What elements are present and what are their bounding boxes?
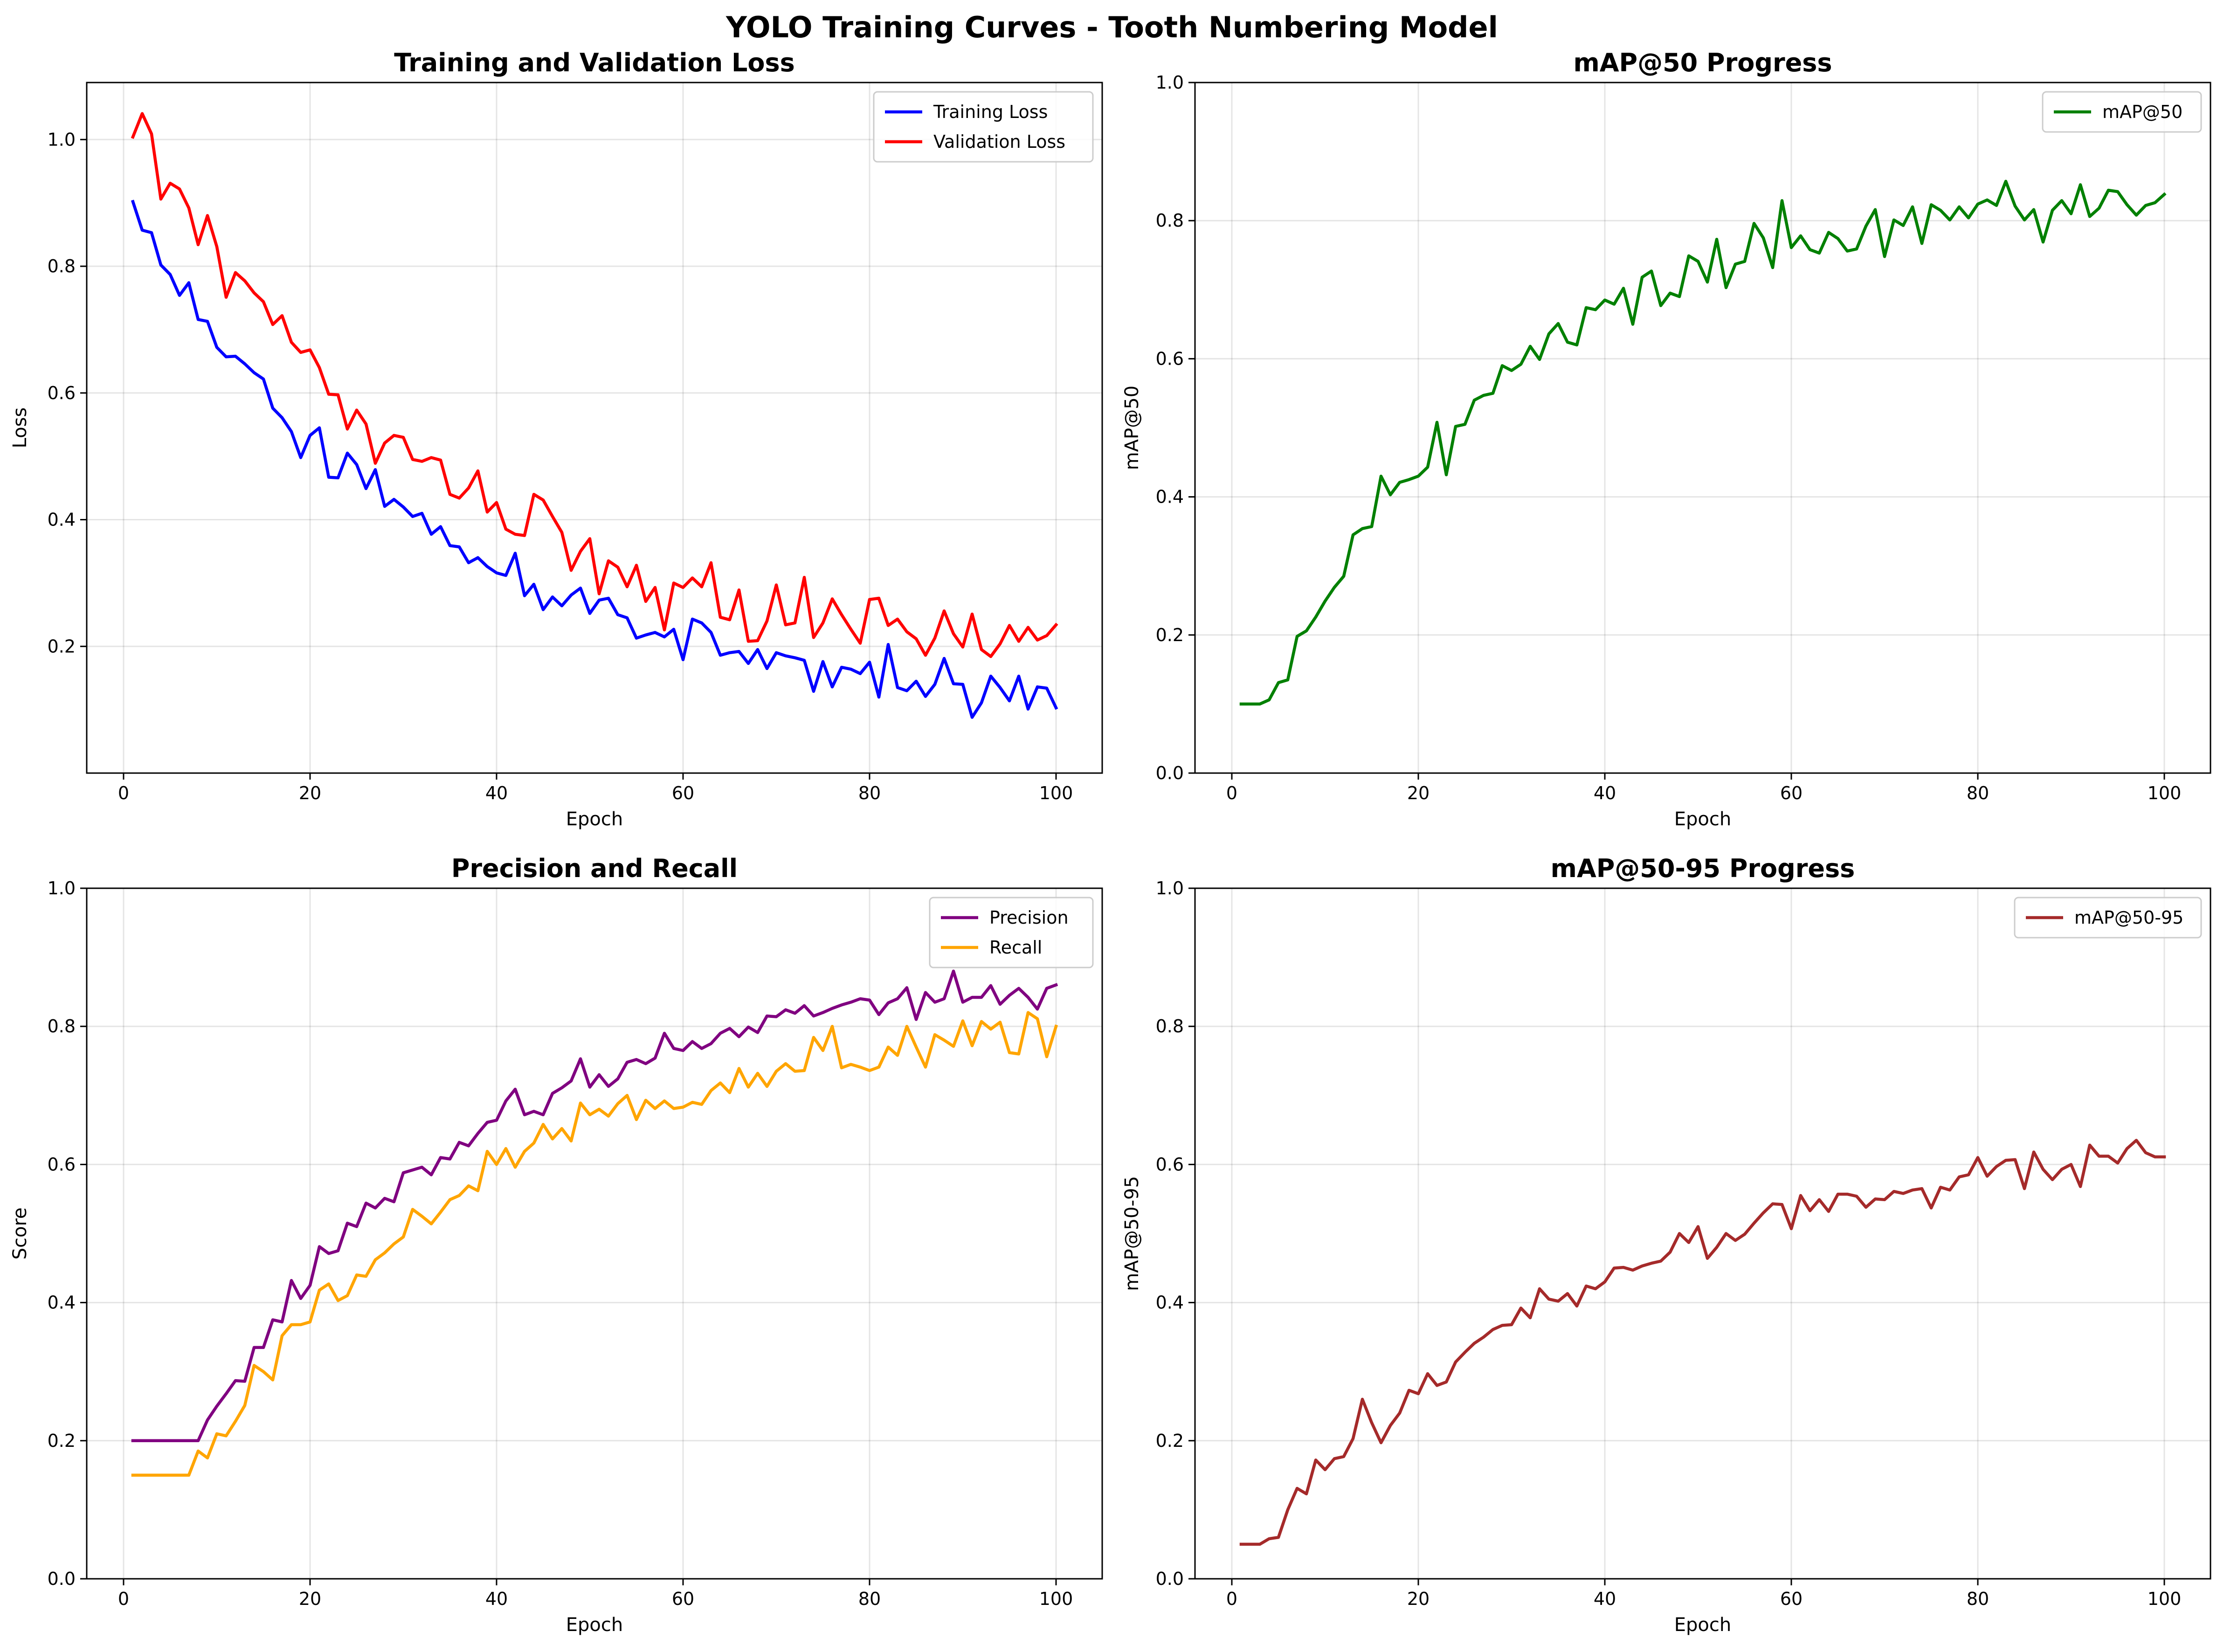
legend: mAP@50-95	[2014, 897, 2202, 939]
y-tick-label: 1.0	[1156, 72, 1184, 93]
y-tick-label: 0.0	[48, 1569, 76, 1589]
y-tick-label: 1.0	[1156, 878, 1184, 899]
y-axis-label: Score	[9, 1207, 31, 1259]
legend-label: mAP@50-95	[2074, 907, 2183, 928]
series-line-2	[131, 112, 1058, 658]
x-tick-label: 0	[118, 1589, 129, 1609]
x-tick-label: 0	[1226, 783, 1237, 803]
legend-label: Precision	[989, 907, 1069, 928]
map50-95-panel: 0 20 40 60 80 100 0.0 0.2 0.4 0.6 0.8 1.0 mAP@50-95 …	[1121, 854, 2211, 1636]
series-line-1	[131, 969, 1058, 1443]
legend-box	[2014, 897, 2202, 939]
y-axis-label: mAP@50-95	[1121, 1176, 1143, 1291]
y-tick-label: 0.8	[1156, 1016, 1184, 1037]
y-tick-label: 0.2	[48, 636, 76, 657]
y-axis-label: Loss	[9, 408, 31, 449]
plot-frame	[86, 887, 1103, 1580]
figure-title: YOLO Training Curves - Tooth Numbering M…	[725, 10, 1498, 44]
y-tick-label: 0.4	[1156, 487, 1184, 507]
x-tick-label: 100	[2148, 1589, 2182, 1609]
x-tick-label: 40	[1594, 1589, 1616, 1609]
series-line-1	[1239, 1139, 2166, 1546]
panel-title: Training and Validation Loss	[394, 48, 795, 77]
legend-box	[929, 897, 1094, 968]
y-tick-label: 0.6	[48, 383, 76, 403]
series-line-1	[131, 200, 1058, 719]
legend-box	[873, 91, 1094, 163]
y-tick-label: 1.0	[48, 878, 76, 899]
x-tick-label: 100	[2148, 783, 2182, 803]
x-axis-label: Epoch	[1674, 809, 1731, 830]
y-tick-label: 0.2	[1156, 625, 1184, 645]
legend: Training Loss Validation Loss	[873, 91, 1094, 163]
legend-label: Training Loss	[933, 102, 1048, 122]
x-tick-label: 100	[1039, 783, 1073, 803]
x-tick-label: 20	[1407, 783, 1430, 803]
y-tick-label: 1.0	[48, 129, 76, 150]
y-tick-label: 0.8	[1156, 210, 1184, 231]
series-line-1	[1239, 180, 2167, 706]
legend-box	[2042, 91, 2202, 133]
y-tick-label: 0.0	[1156, 763, 1184, 783]
x-tick-label: 80	[858, 783, 881, 803]
x-tick-label: 20	[299, 1589, 321, 1609]
x-tick-label: 60	[1780, 1589, 1803, 1609]
x-tick-label: 40	[1594, 783, 1616, 803]
y-tick-label: 0.6	[48, 1154, 76, 1175]
plot-frame	[1194, 82, 2211, 774]
plot-frame	[1194, 887, 2211, 1580]
x-tick-label: 20	[299, 783, 321, 803]
x-axis-label: Epoch	[1674, 1614, 1731, 1636]
precision-recall-panel: 0 20 40 60 80 100 0.0 0.2 0.4 0.6 0.8 1.0 Precision …	[9, 854, 1103, 1636]
chart-panels: 0 20 40 60 80 100 0.2 0.4 0.6 0.8 1.0 Training and …	[9, 48, 2211, 1636]
x-tick-label: 80	[858, 1589, 881, 1609]
y-tick-label: 0.8	[48, 256, 76, 276]
x-tick-label: 20	[1407, 1589, 1430, 1609]
x-tick-label: 100	[1039, 1589, 1073, 1609]
x-tick-label: 60	[1780, 783, 1803, 803]
panel-title: mAP@50 Progress	[1573, 48, 1832, 77]
x-axis-label: Epoch	[566, 809, 623, 830]
y-tick-label: 0.6	[1156, 348, 1184, 369]
y-tick-label: 0.8	[48, 1016, 76, 1037]
x-axis-label: Epoch	[566, 1614, 623, 1636]
x-tick-label: 80	[1967, 783, 1989, 803]
y-tick-label: 0.0	[1156, 1569, 1184, 1589]
x-tick-label: 40	[485, 1589, 508, 1609]
x-tick-label: 0	[1226, 1589, 1237, 1609]
y-tick-label: 0.4	[48, 1293, 76, 1313]
y-axis-label: mAP@50	[1121, 386, 1143, 470]
x-tick-label: 80	[1967, 1589, 1989, 1609]
y-tick-label: 0.4	[48, 510, 76, 530]
plot-frame	[86, 82, 1103, 774]
y-tick-label: 0.4	[1156, 1293, 1184, 1313]
panel-title: mAP@50-95 Progress	[1551, 854, 1855, 883]
loss-panel: 0 20 40 60 80 100 0.2 0.4 0.6 0.8 1.0 Training and …	[9, 48, 1103, 830]
y-tick-label: 0.6	[1156, 1154, 1184, 1175]
legend-label: Recall	[989, 937, 1042, 958]
x-tick-label: 60	[672, 1589, 694, 1609]
map50-panel: 0 20 40 60 80 100 0.0 0.2 0.4 0.6 0.8 1.0 mAP@50 Pro…	[1121, 48, 2211, 830]
y-tick-label: 0.2	[1156, 1431, 1184, 1451]
x-tick-label: 60	[672, 783, 694, 803]
y-tick-label: 0.2	[48, 1431, 76, 1451]
legend-label: Validation Loss	[933, 131, 1065, 152]
legend: mAP@50	[2042, 91, 2202, 133]
x-tick-label: 0	[118, 783, 129, 803]
legend: Precision Recall	[929, 897, 1094, 968]
series-line-2	[131, 1011, 1058, 1477]
x-tick-label: 40	[485, 783, 508, 803]
legend-label: mAP@50	[2102, 102, 2183, 122]
panel-title: Precision and Recall	[451, 854, 738, 883]
